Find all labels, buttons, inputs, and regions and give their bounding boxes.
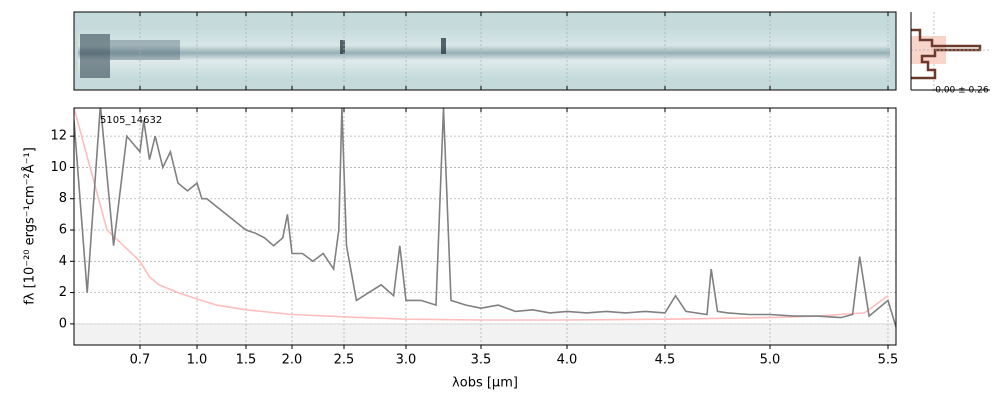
x-tick-label: 4.5 <box>655 353 676 368</box>
y-tick-label: 2 <box>59 285 67 300</box>
main-frame <box>73 107 897 346</box>
x-tick-label: 1.5 <box>236 353 257 368</box>
y-axis-label: fλ [10⁻²⁰ ergs⁻¹cm⁻²Å⁻¹] <box>22 147 38 305</box>
x-tick-label: 2.0 <box>282 353 303 368</box>
x-tick-label: 5.0 <box>760 353 781 368</box>
profile-panel: -0.00 ± 0.26 <box>910 12 990 96</box>
y-tick-label: 0 <box>59 316 67 331</box>
x-tick-label: 1.0 <box>187 353 208 368</box>
y-tick-label: 4 <box>59 254 67 269</box>
x-tick-label: 2.5 <box>334 353 355 368</box>
spectrum-2d <box>74 12 896 90</box>
x-tick-label: 0.7 <box>130 353 151 368</box>
x-tick-label: 5.5 <box>878 353 899 368</box>
x-tick-label: 3.5 <box>471 353 492 368</box>
y-tick-label: 8 <box>59 191 67 206</box>
spectrum-line <box>74 108 889 321</box>
x-tick-label: 4.0 <box>557 353 578 368</box>
zero-band <box>74 324 896 345</box>
spectrum-line <box>74 108 896 328</box>
top-frame <box>73 11 897 91</box>
annotation: 5105_14632 <box>100 115 162 126</box>
x-tick-label: 3.0 <box>396 353 417 368</box>
y-tick-label: 6 <box>59 223 67 238</box>
x-axis-label: λobs [μm] <box>452 376 518 391</box>
profile-label: -0.00 ± 0.26 <box>932 86 989 96</box>
y-tick-label: 12 <box>50 129 67 144</box>
y-tick-label: 10 <box>50 160 67 175</box>
series-group <box>74 108 896 328</box>
